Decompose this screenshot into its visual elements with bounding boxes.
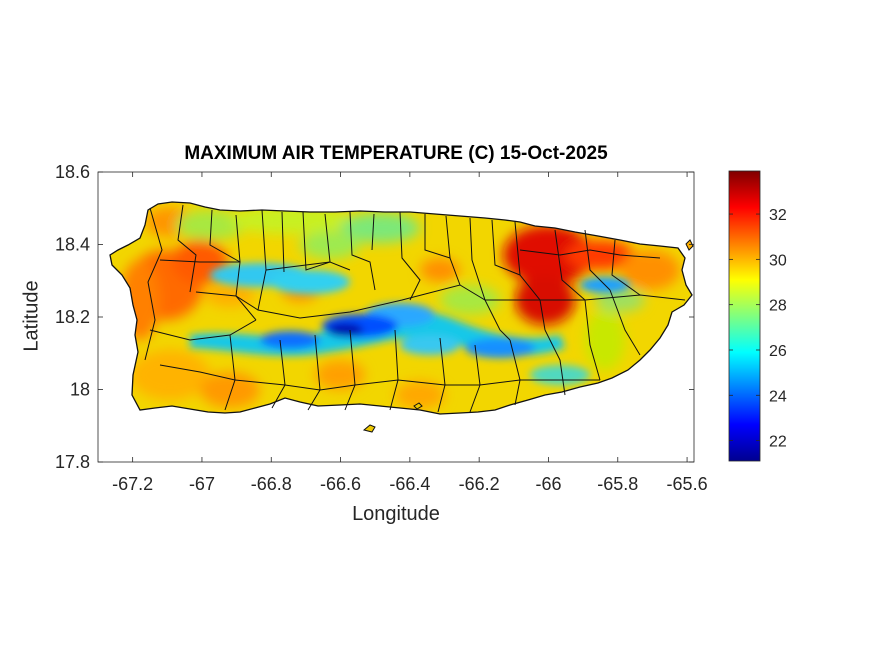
x-tick-label: -67 [189, 474, 215, 494]
coastline [109, 201, 693, 415]
y-tick-label: 18.4 [55, 235, 90, 255]
colorbar-tick-label: 24 [769, 388, 787, 405]
y-axis: 17.8 18 18.2 18.4 18.6 [55, 162, 694, 472]
municipality-boundaries [144, 204, 686, 413]
colorbar-tick-label: 28 [769, 298, 787, 315]
x-tick-label: -65.6 [667, 474, 708, 494]
small-island [362, 424, 376, 433]
colorbar-tick-label: 32 [769, 207, 787, 224]
colorbar-tick-label: 26 [769, 343, 787, 360]
temperature-field [110, 202, 692, 414]
colorbar-tick-label: 30 [769, 252, 787, 269]
x-axis: -67.2 -67 -66.8 -66.6 -66.4 -66.2 -66 -65.8 -65.… [112, 172, 708, 494]
colorbar [728, 170, 761, 462]
y-axis-label: Latitude [20, 280, 43, 352]
x-tick-label: -66.8 [251, 474, 292, 494]
x-tick-label: -67.2 [112, 474, 153, 494]
x-tick-label: -65.8 [597, 474, 638, 494]
y-tick-label: 17.8 [55, 452, 90, 472]
colorbar-ticks: 22 24 26 28 30 32 [729, 207, 787, 451]
x-tick-label: -66.4 [389, 474, 430, 494]
y-tick-label: 18.2 [55, 307, 90, 327]
chart-title: MAXIMUM AIR TEMPERATURE (C) 15-Oct-2025 [184, 143, 608, 164]
x-axis-label: Longitude [352, 503, 440, 525]
colorbar-tick-label: 22 [769, 434, 787, 451]
small-island [685, 239, 694, 251]
small-island [413, 402, 423, 410]
x-tick-label: -66.6 [320, 474, 361, 494]
x-tick-label: -66 [535, 474, 561, 494]
y-tick-label: 18 [70, 380, 90, 400]
y-tick-label: 18.6 [55, 162, 90, 182]
x-tick-label: -66.2 [459, 474, 500, 494]
